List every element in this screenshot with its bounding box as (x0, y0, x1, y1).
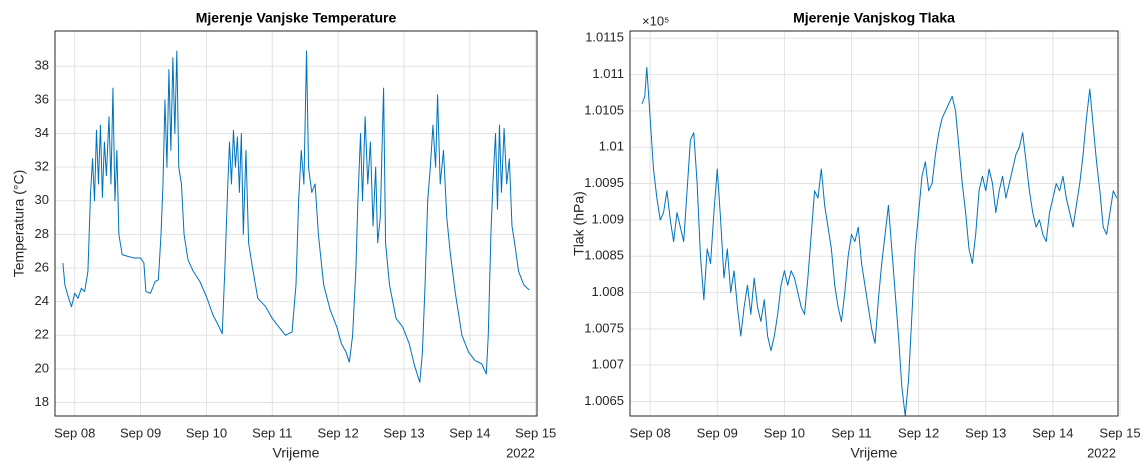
plot-area (630, 31, 1118, 416)
y-axis-label: Tlak (hPa) (571, 191, 587, 256)
x-tick-label: Sep 08 (630, 425, 671, 440)
x-tick-label: Sep 15 (1099, 425, 1140, 440)
y-tick-label: 32 (35, 159, 49, 174)
y-tick-label: 22 (35, 327, 49, 342)
axes-box (54, 30, 538, 417)
data-line (62, 50, 530, 383)
x-tick-label: Sep 15 (515, 425, 556, 440)
y-tick-label: 18 (35, 394, 49, 409)
y-tick-label: 1.0095 (584, 175, 624, 190)
y-tick-label: 24 (35, 293, 49, 308)
axes-box (629, 30, 1119, 417)
y-tick-label: 30 (35, 192, 49, 207)
x-tick-label: Sep 12 (318, 425, 359, 440)
y-tick-label: 1.009 (591, 211, 624, 226)
y-tick-label: 34 (35, 125, 49, 140)
y-tick-label: 36 (35, 91, 49, 106)
x-year-label: 2022 (1087, 445, 1116, 460)
data-line (641, 66, 1118, 417)
y-tick-label: 20 (35, 360, 49, 375)
y-tick-label: 26 (35, 259, 49, 274)
y-axis-label: Temperatura (°C) (11, 170, 27, 278)
y-tick-label: 28 (35, 226, 49, 241)
plot-area (55, 31, 537, 416)
x-tick-label: Sep 14 (449, 425, 490, 440)
y-tick-label: 1.0105 (584, 102, 624, 117)
y-tick-label: 1.0065 (584, 393, 624, 408)
y-tick-label: 1.007 (591, 357, 624, 372)
chart-title: Mjerenje Vanjskog Tlaka (793, 10, 955, 26)
x-tick-label: Sep 12 (898, 425, 939, 440)
x-tick-label: Sep 11 (831, 425, 871, 440)
x-tick-label: Sep 10 (764, 425, 805, 440)
x-tick-label: Sep 13 (383, 425, 424, 440)
x-tick-label: Sep 11 (252, 425, 292, 440)
x-tick-label: Sep 13 (965, 425, 1006, 440)
y-tick-label: 38 (35, 58, 49, 73)
y-tick-label: 1.0085 (584, 248, 624, 263)
y-exponent-label: ×10⁵ (642, 13, 669, 28)
x-tick-label: Sep 08 (54, 425, 95, 440)
y-tick-label: 1.01 (599, 139, 624, 154)
chart-title: Mjerenje Vanjske Temperature (196, 10, 397, 26)
y-tick-label: 1.011 (592, 66, 624, 81)
y-tick-label: 1.0115 (585, 30, 624, 45)
x-tick-label: Sep 09 (120, 425, 161, 440)
x-axis-label: Vrijeme (851, 445, 898, 461)
y-tick-label: 1.008 (591, 284, 624, 299)
x-tick-label: Sep 09 (697, 425, 738, 440)
chart: 1.0065 1.007 1.0075 1.008 1.0085 1.009 1.0095 1… (571, 10, 1141, 461)
x-year-label: 2022 (506, 445, 535, 460)
y-tick-label: 1.0075 (584, 320, 624, 335)
x-tick-label: Sep 14 (1032, 425, 1073, 440)
x-tick-label: Sep 10 (186, 425, 227, 440)
x-axis-label: Vrijeme (273, 445, 320, 461)
